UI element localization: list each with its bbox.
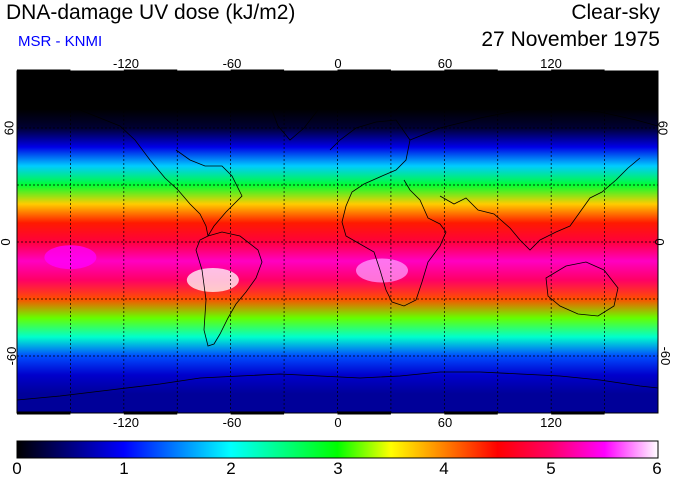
lon-tick-top: 60 [437, 56, 453, 71]
lon-tick-bottom: 60 [437, 415, 453, 430]
colorbar [16, 440, 659, 459]
lon-tick-bottom: 120 [540, 415, 562, 430]
frame-segment [17, 69, 71, 73]
lon-tick-top: 120 [540, 56, 562, 71]
lat-tick-right: 60 [655, 120, 671, 136]
lat-tick-right: 0 [652, 238, 668, 246]
frame-segment [123, 69, 178, 73]
graticule [17, 71, 658, 413]
coastline-north-america [39, 99, 243, 237]
colorbar-label: 0 [12, 459, 22, 478]
frame-segment [337, 411, 391, 415]
lon-tick-bottom: 0 [334, 415, 342, 430]
lon-tick-top: -120 [112, 56, 140, 71]
colorbar-label: 1 [119, 459, 129, 478]
coastline-greenland [271, 97, 319, 141]
sky-condition-label: Clear-sky [571, 1, 660, 24]
colorbar-label: 2 [226, 459, 236, 478]
coastline-europe-africa [329, 119, 447, 307]
coastline-australia [545, 261, 619, 317]
frame-segment [17, 411, 71, 415]
hotspot-central-pacific [44, 245, 97, 270]
frame-segment [230, 411, 285, 415]
date-label: 27 November 1975 [481, 28, 660, 51]
lat-tick-left: 60 [1, 120, 17, 136]
coastline-south-america [195, 231, 263, 347]
frame-tick-marks [17, 69, 605, 415]
coastline-asia [409, 107, 658, 251]
colorbar-label: 4 [439, 459, 449, 478]
coastlines [17, 97, 658, 401]
colorbar-label: 5 [546, 459, 556, 478]
lat-tick-right: -60 [657, 346, 673, 366]
colorbar-label: 6 [652, 459, 662, 478]
lon-tick-top: -60 [222, 56, 242, 71]
colorbar-label: 3 [333, 459, 343, 478]
frame-segment [444, 69, 498, 73]
lon-tick-bottom: -60 [222, 415, 242, 430]
hotspot-andes [186, 268, 239, 292]
frame-segment [337, 69, 391, 73]
source-label: MSR - KNMI [18, 33, 103, 50]
frame-segment [230, 69, 285, 73]
lat-tick-left: -60 [3, 346, 19, 366]
hotspot-southern-africa [356, 258, 409, 283]
map-title: DNA-damage UV dose (kJ/m2) [6, 1, 296, 24]
lon-tick-top: 0 [334, 56, 342, 71]
lat-tick-left: 0 [0, 238, 13, 245]
frame-segment [444, 411, 498, 415]
frame-segment [551, 411, 605, 415]
lon-tick-bottom: -120 [112, 415, 140, 430]
frame-segment [551, 69, 605, 73]
coastline-antarctica [17, 371, 658, 401]
frame-segment [123, 411, 178, 415]
